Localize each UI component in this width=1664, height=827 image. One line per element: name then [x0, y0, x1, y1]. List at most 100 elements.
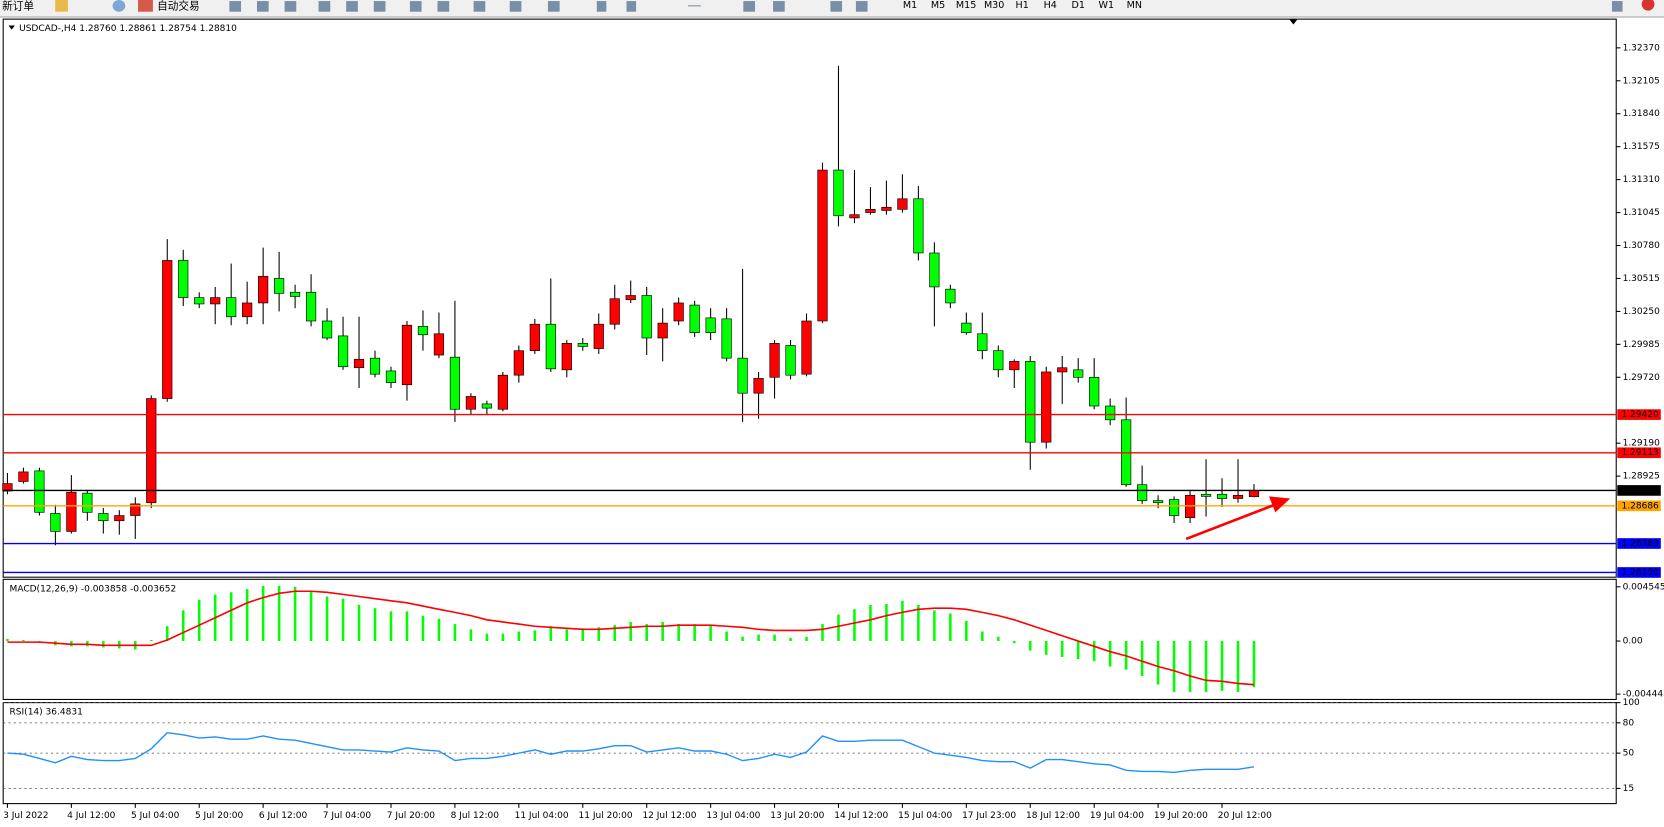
candle-body — [401, 324, 413, 386]
x-tick-label: 5 Jul 20:00 — [195, 811, 244, 821]
macd-bar — [661, 621, 664, 642]
macd-bar — [165, 626, 169, 642]
macd-bar — [309, 591, 313, 642]
candle-body — [369, 357, 381, 375]
level-label-box — [1617, 447, 1661, 459]
candle-body — [785, 345, 796, 376]
candle-body — [833, 169, 844, 217]
candle-body — [226, 297, 237, 318]
timeframe-button[interactable]: H4 — [1044, 0, 1057, 11]
macd-bar — [293, 586, 297, 642]
macd-bar — [437, 618, 441, 642]
y-tick-label: 0.004545 — [1623, 582, 1664, 592]
macd-bar — [453, 624, 457, 642]
level-label: 1.28150 — [1622, 568, 1660, 578]
macd-bar — [645, 624, 648, 642]
macd-bar — [789, 637, 792, 642]
macd-bar — [565, 629, 569, 642]
macd-bar — [1188, 641, 1192, 692]
timeframe-button[interactable]: M30 — [984, 0, 1004, 11]
candle-body — [18, 471, 29, 482]
candle-body — [1089, 376, 1100, 407]
macd-bar — [357, 605, 361, 642]
candle-body — [865, 209, 876, 213]
candle-body — [1105, 405, 1116, 421]
autotrade-button[interactable]: 自动交易 — [157, 0, 199, 12]
plot: 1.32370 1.32105 1.31840 1.31575 1.31310 1.310… — [2, 43, 1664, 821]
candle-body — [305, 291, 317, 322]
timeframe-button[interactable]: D1 — [1072, 0, 1085, 11]
candle-body — [689, 304, 700, 333]
x-tick-label: 18 Jul 12:00 — [1026, 811, 1080, 821]
macd-bar — [405, 611, 409, 642]
candle-body — [1248, 490, 1260, 497]
candle-body — [449, 356, 461, 410]
candle-body — [897, 198, 908, 210]
candle-body — [353, 358, 365, 369]
macd-bar — [421, 615, 425, 642]
new-order-button[interactable]: 新订单 — [2, 0, 34, 12]
candle-body — [513, 350, 524, 376]
x-tick-label: 19 Jul 20:00 — [1154, 811, 1208, 821]
rsi-line — [7, 731, 1255, 774]
macd-bar — [22, 639, 25, 642]
macd-bar — [197, 599, 201, 642]
timeframe-button[interactable]: W1 — [1099, 0, 1115, 11]
macd-bar — [1092, 641, 1096, 662]
candle-body — [242, 302, 253, 318]
macd-bar — [997, 636, 1000, 642]
level-label-box — [1617, 500, 1661, 512]
macd-bar — [373, 608, 377, 642]
timeframe-button[interactable]: M15 — [956, 0, 976, 11]
macd-bar — [981, 631, 984, 642]
macd-bar — [261, 585, 265, 642]
macd-bar — [677, 624, 680, 642]
macd-bar — [1013, 641, 1016, 644]
candle-body — [66, 491, 77, 532]
candle-body — [593, 323, 604, 349]
candle-body — [1200, 493, 1212, 497]
candle-body — [561, 343, 572, 371]
chart-title: USDCAD-,H4 1.28760 1.28861 1.28754 1.288… — [19, 24, 237, 34]
timeframe-button[interactable]: H1 — [1016, 0, 1029, 11]
x-tick-label: 15 Jul 04:00 — [898, 811, 952, 821]
candle-body — [321, 320, 333, 339]
annotation-arrow — [1185, 496, 1291, 541]
alert-badge — [1641, 0, 1655, 11]
candle-body — [737, 357, 748, 394]
macd-bar — [1044, 641, 1048, 655]
macd-bar — [917, 605, 920, 642]
candle-body — [497, 374, 508, 410]
y-tick-label: 1.32105 — [1623, 76, 1660, 86]
macd-bar — [709, 625, 712, 642]
y-tick-label: 1.31840 — [1623, 109, 1661, 119]
level-label-box — [1617, 538, 1661, 549]
level-label: 1.28383 — [1622, 539, 1660, 549]
macd-bar — [613, 625, 617, 642]
level-label-box — [1617, 485, 1661, 496]
y-tick-label: 1.31310 — [1623, 175, 1661, 185]
timeframe-button[interactable]: MN — [1127, 0, 1142, 11]
macd-bar — [1108, 641, 1112, 667]
icon — [138, 0, 153, 12]
candle-body — [1057, 367, 1068, 373]
candle-body — [545, 323, 556, 370]
macd-bar — [549, 626, 553, 642]
candle-body — [114, 515, 125, 522]
timeframe-button[interactable]: M5 — [931, 0, 945, 11]
candle-body — [433, 333, 445, 356]
y-tick-label: 1.32370 — [1623, 43, 1661, 53]
candle-body — [753, 378, 764, 394]
macd-bar — [485, 633, 489, 642]
signal-line — [7, 590, 1255, 686]
candle-body — [849, 214, 860, 219]
timeframe-button[interactable]: M1 — [903, 0, 917, 11]
macd-bar — [469, 629, 473, 642]
macd-bar — [1140, 641, 1144, 677]
macd-bar — [533, 630, 537, 642]
x-tick-label: 8 Jul 12:00 — [451, 811, 500, 821]
y-tick-label: 1.29985 — [1623, 340, 1660, 350]
level-label: 1.29420 — [1622, 410, 1660, 420]
macd-bar — [1076, 641, 1080, 660]
